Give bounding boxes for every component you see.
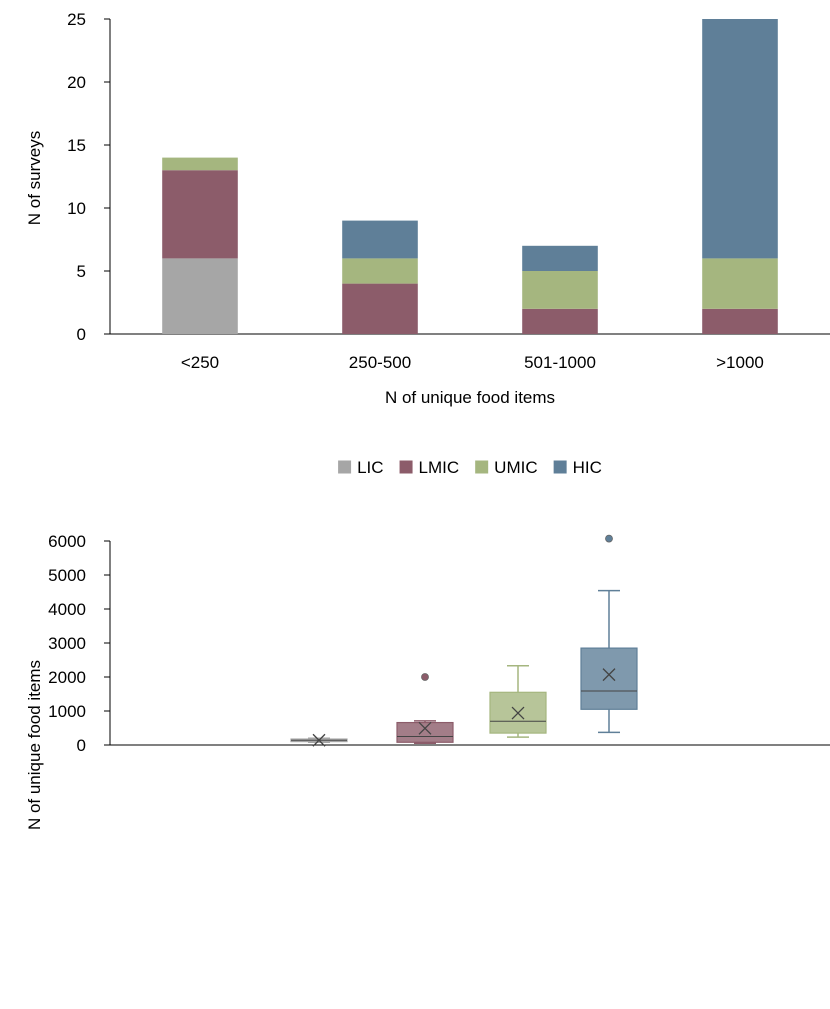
bar-chart-x-tick-label: >1000	[716, 353, 764, 372]
box-chart-y-tick-label: 6000	[48, 532, 86, 551]
legend-item-lic: LIC	[338, 458, 384, 477]
box-iqr	[580, 647, 638, 710]
box-mean-marker	[602, 668, 616, 682]
legend-label: UMIC	[494, 458, 537, 477]
box-lmic	[396, 673, 454, 745]
box-mean-marker	[418, 721, 432, 735]
box-chart-y-ticks: 0 1000 2000 3000 4000 5000 6000	[48, 532, 110, 755]
bar-chart-x-tick-label: 250-500	[349, 353, 411, 372]
bar-chart-y-axis-label: N of surveys	[25, 131, 44, 225]
box-chart-boxes	[290, 534, 638, 747]
bar-chart-x-tick-label: 501-1000	[524, 353, 596, 372]
box-outlier-point	[421, 673, 429, 681]
bar-segment-umic	[702, 258, 778, 309]
legend-item-umic: UMIC	[475, 458, 538, 477]
legend-swatch-lmic	[399, 460, 413, 474]
box-hic	[580, 534, 638, 734]
box-chart-y-tick-label: 3000	[48, 634, 86, 653]
bar-chart-y-ticks: 0 5 10 15 20 25	[67, 10, 110, 344]
box-chart-y-tick-label: 0	[77, 736, 86, 755]
bar-segment-lmic	[522, 308, 598, 334]
bar-segment-umic	[162, 157, 238, 171]
box-iqr	[396, 721, 454, 743]
box-umic	[489, 665, 547, 738]
bar-chart-y-tick-label: 10	[67, 199, 86, 218]
box-mean-marker	[511, 706, 525, 720]
bar-segment-hic	[522, 245, 598, 271]
bar-segment-lmic	[162, 170, 238, 259]
box-chart-y-tick-label: 4000	[48, 600, 86, 619]
bar-segment-umic	[522, 271, 598, 309]
stacked-bar-chart: N of surveys 0 5 10 15 20 25 <250 250-500 501-1…	[25, 10, 830, 407]
bar-segment-lmic	[342, 283, 418, 334]
legend: LIC LMIC UMIC HIC	[338, 458, 602, 477]
bar-segment-umic	[342, 258, 418, 284]
bar-chart-x-tick-label: <250	[181, 353, 219, 372]
legend-item-lmic: LMIC	[399, 458, 460, 477]
box-lic	[290, 733, 348, 747]
legend-swatch-lic	[338, 460, 352, 474]
legend-swatch-umic	[475, 460, 489, 474]
legend-swatch-hic	[553, 460, 567, 474]
bar-segment-hic	[702, 19, 778, 259]
bar-segment-hic	[342, 220, 418, 259]
box-chart-y-tick-label: 1000	[48, 702, 86, 721]
bar-chart-y-tick-label: 5	[77, 262, 86, 281]
bar-chart-x-ticks: <250 250-500 501-1000 >1000	[181, 353, 764, 372]
bar-chart-y-tick-label: 15	[67, 136, 86, 155]
legend-item-hic: HIC	[553, 458, 602, 477]
legend-label: LIC	[357, 458, 383, 477]
bar-segment-lmic	[702, 308, 778, 334]
box-chart-y-tick-label: 2000	[48, 668, 86, 687]
bar-chart-bars	[162, 19, 778, 334]
legend-label: HIC	[573, 458, 602, 477]
box-mean-marker	[312, 733, 326, 747]
bar-chart-y-tick-label: 20	[67, 73, 86, 92]
bar-chart-x-axis-label: N of unique food items	[385, 388, 555, 407]
box-plot-chart: N of unique food items 0 1000 2000 3000 4000…	[25, 532, 830, 830]
box-chart-y-tick-label: 5000	[48, 566, 86, 585]
bar-segment-lic	[162, 258, 238, 334]
bar-chart-y-tick-label: 25	[67, 10, 86, 29]
legend-label: LMIC	[419, 458, 460, 477]
bar-chart-y-tick-label: 0	[77, 325, 86, 344]
box-chart-y-axis-label: N of unique food items	[25, 660, 44, 830]
box-outlier-point	[605, 534, 613, 543]
